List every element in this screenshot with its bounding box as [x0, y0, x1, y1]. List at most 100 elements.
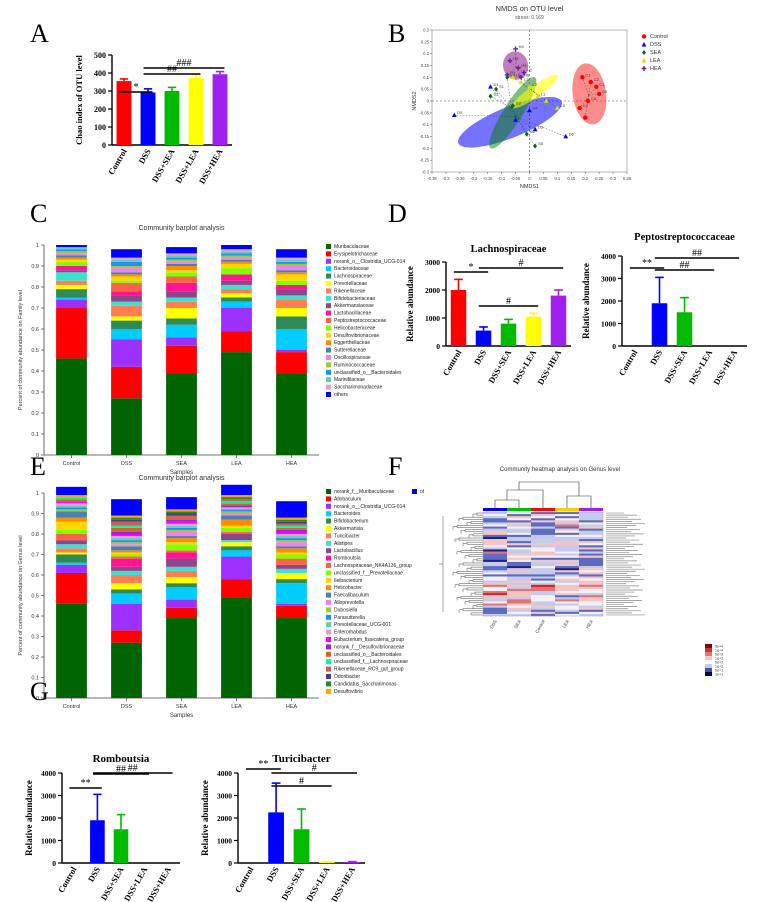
heatmap-cell	[483, 591, 507, 594]
heatmap-cell	[531, 559, 555, 563]
y-tick-label: 2000	[425, 286, 440, 295]
bar-segment	[276, 316, 307, 329]
bar-segment	[56, 297, 87, 300]
heatmap-cell	[531, 512, 555, 515]
heatmap-cell	[483, 582, 507, 585]
centroid-spoke	[490, 86, 516, 117]
heatmap-cell	[555, 572, 579, 575]
point	[507, 58, 513, 64]
heatmap-cell	[483, 609, 507, 613]
heatmap-cell	[531, 609, 555, 613]
significance-label: **	[258, 759, 268, 770]
point	[494, 86, 499, 92]
bar	[140, 92, 156, 145]
point	[543, 98, 549, 103]
heatmap-cell	[555, 530, 579, 533]
heatmap-cell	[483, 570, 507, 573]
heatmap-cell	[555, 549, 579, 552]
x-tick-label: DSS	[121, 461, 133, 467]
legend-label: Turicibacter	[334, 533, 360, 539]
bar-segment	[276, 289, 307, 296]
legend-swatch	[326, 318, 331, 323]
bar-segment	[111, 329, 142, 340]
heatmap-cell	[507, 593, 531, 596]
y-tick-label: 0.2	[423, 51, 429, 56]
x-tick-label: Control	[63, 461, 81, 467]
heatmap-cell	[531, 514, 555, 517]
heatmap-cell	[579, 611, 603, 615]
bar-segment	[276, 523, 307, 526]
point-label: S1	[499, 84, 505, 89]
significance-label: #	[506, 296, 511, 307]
heatmap-cell	[531, 588, 555, 592]
bar-segment	[221, 251, 252, 254]
point	[535, 93, 541, 99]
heatmap-cell	[483, 557, 507, 561]
chart-title: Community barplot analysis	[139, 225, 225, 232]
heatmap-cell	[555, 568, 579, 571]
column-label: Control	[534, 619, 546, 634]
bar-segment	[276, 540, 307, 543]
y-tick-label: 2000	[41, 814, 56, 823]
heatmap-cell	[579, 532, 603, 536]
y-tick-label: 0.4	[31, 614, 39, 620]
heatmap-cell	[531, 578, 555, 581]
scale-swatch	[705, 664, 712, 668]
heatmap-cell	[555, 555, 579, 558]
heatmap-cell	[579, 561, 603, 565]
bar-segment	[221, 519, 252, 526]
bar-segment	[56, 261, 87, 266]
column-group-bar	[507, 508, 531, 511]
bar-segment	[111, 558, 142, 567]
heatmap-cell	[507, 541, 531, 544]
heatmap-cell	[579, 547, 603, 550]
heatmap-cell	[555, 582, 579, 585]
heatmap-cell	[483, 574, 507, 577]
bar-segment	[221, 331, 252, 353]
bar-segment	[276, 583, 307, 604]
bar-segment	[276, 352, 307, 374]
bar-segment	[56, 521, 87, 530]
significance-label: ##	[128, 763, 138, 774]
legend-label: Prevotellaceae_UCG-001	[334, 622, 391, 628]
heatmap-cell	[483, 526, 507, 529]
bar-segment	[56, 517, 87, 522]
heatmap-cell	[555, 526, 579, 529]
legend-swatch	[326, 607, 331, 613]
heatmap-cell	[483, 611, 507, 615]
bar-segment	[166, 513, 197, 516]
heatmap-cell	[579, 605, 603, 608]
heatmap-cell	[555, 574, 579, 577]
legend-label: unclassified_f__Prevotellaceae	[334, 570, 403, 576]
bar-segment	[111, 556, 142, 559]
x-tick-label: DSS	[648, 348, 665, 367]
point-label: H3	[521, 63, 527, 68]
chart-title: Peptostreptococcaceae	[634, 232, 735, 243]
heatmap-cell	[579, 534, 603, 538]
bar-segment	[221, 263, 252, 269]
legend-label: unclassified_o__Bacteroidales	[334, 370, 402, 376]
heatmap-cell	[555, 586, 579, 590]
significance-label: *	[134, 82, 139, 93]
heatmap-cell	[507, 561, 531, 565]
heatmap-cell	[483, 514, 507, 517]
legend-swatch	[326, 303, 331, 309]
y-tick-label: 100	[94, 123, 106, 132]
heatmap-cell	[579, 570, 603, 573]
bar-segment	[276, 554, 307, 559]
heatmap-cell	[555, 514, 579, 517]
heatmap-cell	[555, 536, 579, 540]
heatmap-cell	[579, 551, 603, 554]
legend-marker	[641, 66, 647, 71]
legend-label: Ileibacterium	[334, 578, 362, 584]
heatmap-cell	[579, 584, 603, 588]
legend-swatch	[326, 688, 331, 694]
heatmap-cell	[507, 584, 531, 588]
y-tick-label: 4000	[41, 769, 56, 778]
heatmap-cell	[483, 559, 507, 563]
point-label: H5	[513, 56, 519, 61]
heatmap-cell	[531, 601, 555, 604]
legend-swatch	[326, 666, 331, 672]
x-tick-label: SEA	[176, 704, 187, 710]
bar-segment	[221, 546, 252, 551]
